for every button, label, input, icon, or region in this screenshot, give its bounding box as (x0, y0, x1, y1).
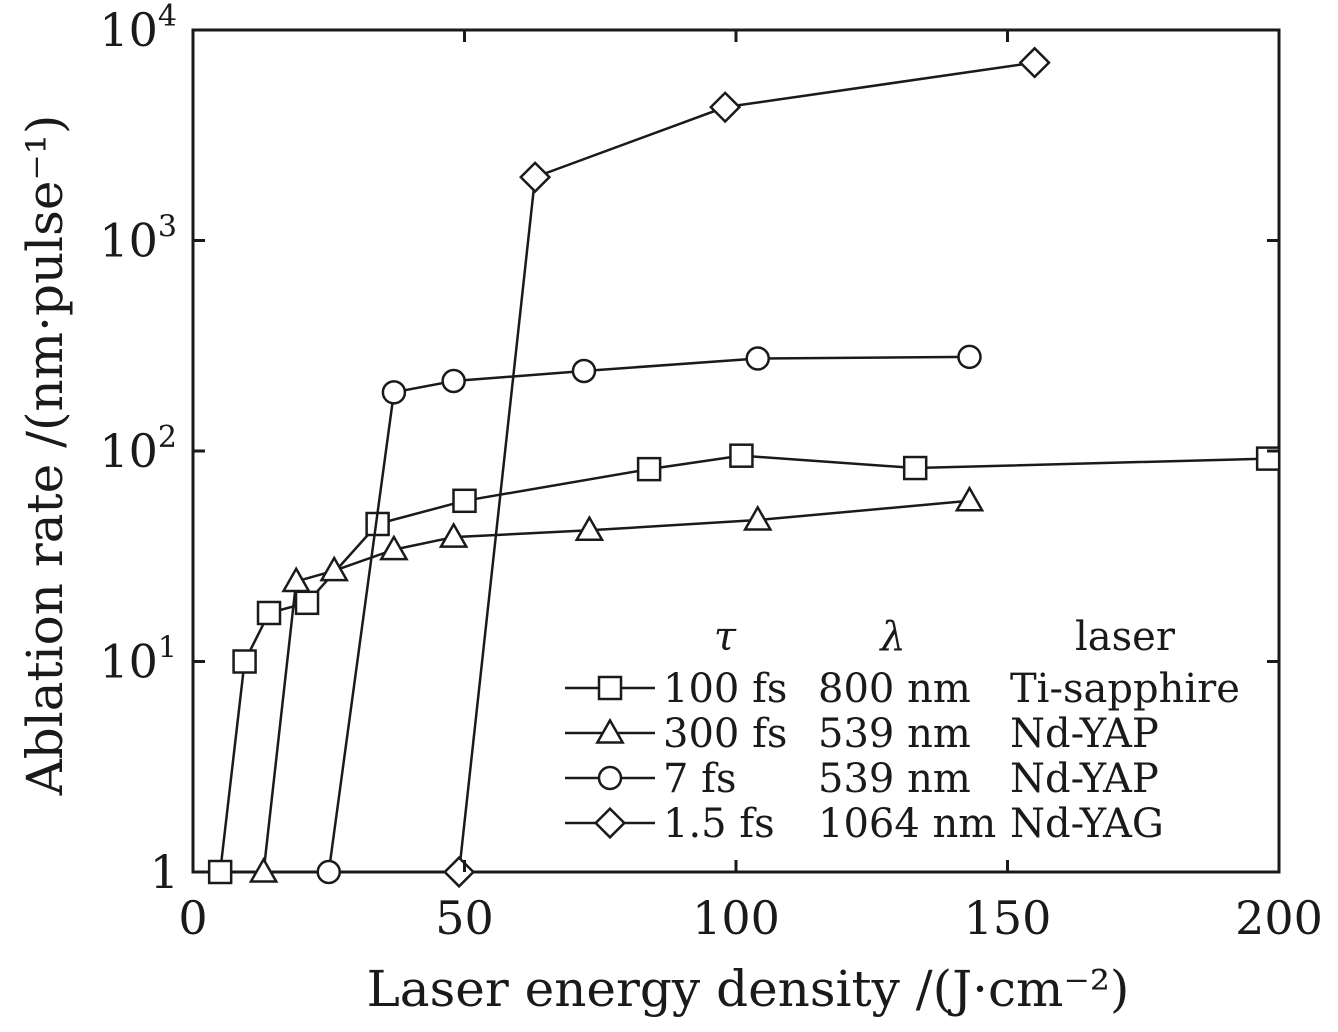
data-point-square (207, 859, 233, 885)
data-point-circle (441, 368, 466, 394)
legend-lambda: 539 nm (818, 711, 971, 757)
data-point-diamond (1018, 46, 1051, 79)
x-tick-label: 200 (1235, 891, 1323, 945)
legend-tau: 100 fs (663, 666, 787, 712)
legend-marker-square (597, 675, 623, 701)
series-triangle (248, 485, 985, 883)
data-point-diamond (519, 161, 552, 194)
y-tick-label: 102 (99, 420, 177, 478)
data-point-triangle (742, 504, 773, 531)
x-axis-title: Laser energy density /(J·cm⁻²) (367, 960, 1130, 1018)
data-point-circle (381, 380, 407, 405)
data-point-diamond (443, 855, 476, 889)
data-point-triangle (281, 566, 311, 593)
legend-laser: Ti-sapphire (1010, 666, 1240, 712)
legend: τ λ laser 100 fs 800 nm Ti-sapphire 300 fs 539 … (565, 614, 1240, 847)
x-tick-label: 100 (692, 891, 780, 945)
data-point-triangle (438, 521, 469, 548)
axis-layer: 0 50 100 150 200 1 101 102 103 104 (99, 0, 1323, 945)
data-point-square (1255, 446, 1281, 471)
data-point-circle (745, 346, 770, 371)
legend-tau: 7 fs (663, 756, 737, 802)
series-line-diamond (457, 61, 1035, 873)
legend-lambda: 1064 nm (818, 801, 996, 847)
series-circle (316, 344, 982, 885)
y-axis-title: Ablation rate /(nm·pulse⁻¹) (16, 115, 74, 797)
legend-laser: Nd-YAG (1010, 801, 1164, 847)
data-point-square (232, 649, 257, 674)
data-point-triangle (379, 534, 409, 561)
data-point-triangle (248, 856, 279, 883)
series-diamond (443, 46, 1051, 889)
legend-tau: 300 fs (663, 711, 787, 757)
data-point-square (294, 590, 320, 616)
legend-entry-circle: 7 fs 539 nm Nd-YAP (565, 756, 1159, 802)
data-point-circle (316, 859, 341, 885)
x-tick-label: 150 (964, 891, 1052, 945)
y-tick-label: 104 (99, 0, 177, 57)
data-point-square (256, 600, 282, 626)
series-line-square (218, 454, 1269, 873)
legend-lambda: 800 nm (818, 666, 971, 712)
y-tick-label: 1 (150, 845, 179, 899)
data-point-triangle (574, 515, 605, 542)
legend-tau: 1.5 fs (663, 801, 775, 847)
legend-header-lambda: λ (878, 614, 905, 660)
legend-marker-circle (597, 765, 623, 791)
data-point-circle (957, 344, 982, 370)
data-point-triangle (319, 555, 349, 582)
data-point-square (729, 443, 754, 468)
series-line-circle (327, 355, 970, 873)
series-square (207, 443, 1281, 885)
legend-laser: Nd-YAP (1010, 756, 1159, 802)
x-tick-label: 0 (178, 891, 207, 945)
data-point-square (636, 456, 662, 482)
x-tick-label: 50 (435, 891, 494, 945)
legend-entry-triangle: 300 fs 539 nm Nd-YAP (565, 711, 1159, 757)
legend-entry-diamond: 1.5 fs 1064 nm Nd-YAG (565, 801, 1164, 847)
data-point-square (902, 455, 928, 481)
legend-entry-square: 100 fs 800 nm Ti-sapphire (565, 666, 1240, 712)
data-point-diamond (709, 91, 742, 124)
y-tick-label: 103 (99, 210, 177, 268)
legend-lambda: 539 nm (818, 756, 971, 802)
y-tick-label: 101 (99, 631, 177, 689)
legend-header-tau: τ (714, 614, 737, 660)
legend-laser: Nd-YAP (1010, 711, 1159, 757)
legend-marker-triangle (595, 717, 625, 744)
data-point-square (452, 488, 477, 514)
series-layer (207, 46, 1281, 889)
data-point-triangle (954, 485, 985, 512)
legend-header-laser: laser (1075, 614, 1176, 660)
data-point-circle (571, 358, 597, 384)
legend-marker-diamond (593, 806, 627, 840)
